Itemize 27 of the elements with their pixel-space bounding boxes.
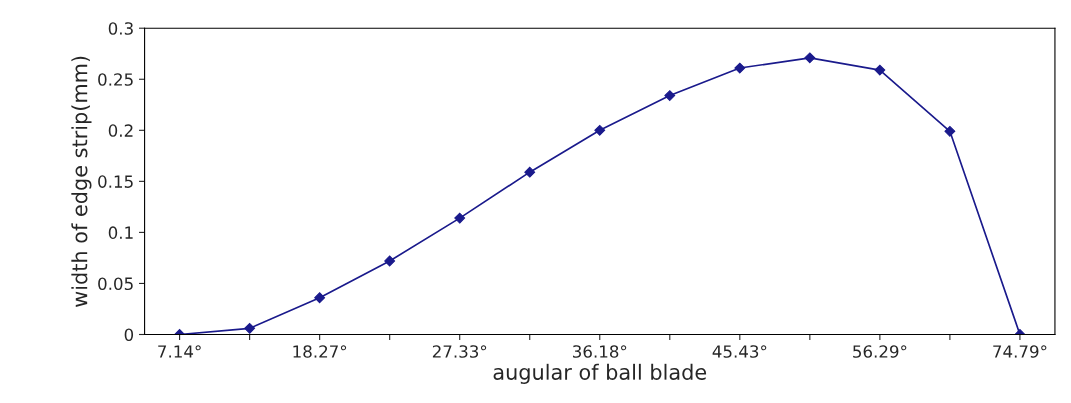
x-tick-label: 7.14°	[158, 345, 201, 358]
x-tick-label: 18.27°	[293, 345, 347, 358]
point	[944, 125, 956, 137]
point	[734, 62, 746, 74]
x-tick-label: 74.79°	[993, 345, 1047, 358]
y-tick-label: 0.25	[98, 73, 133, 86]
y-tick-label: 0.15	[98, 175, 133, 188]
y-tick-label: 0.1	[108, 226, 133, 239]
point	[664, 90, 676, 102]
point	[804, 52, 816, 64]
y-tick-label: 0.05	[98, 277, 133, 291]
x-axis-title: augular of ball blade	[493, 363, 707, 384]
y-tick-label: 0.3	[108, 22, 133, 35]
point	[384, 255, 396, 267]
y-axis-title: width of edge strip(mm)	[71, 56, 92, 307]
y-tick-label: 0.2	[108, 124, 133, 137]
x-tick-label: 27.33°	[432, 345, 487, 358]
x-tick-label: 56.29°	[853, 345, 907, 358]
point	[594, 124, 606, 136]
point	[874, 64, 886, 76]
x-tick-label: 45.43°	[712, 345, 767, 358]
point	[524, 166, 536, 178]
point	[314, 292, 326, 304]
y-tick-label: 0	[124, 328, 134, 342]
point	[244, 322, 256, 334]
x-tick-label: 36.18°	[573, 345, 627, 358]
point	[454, 212, 466, 224]
